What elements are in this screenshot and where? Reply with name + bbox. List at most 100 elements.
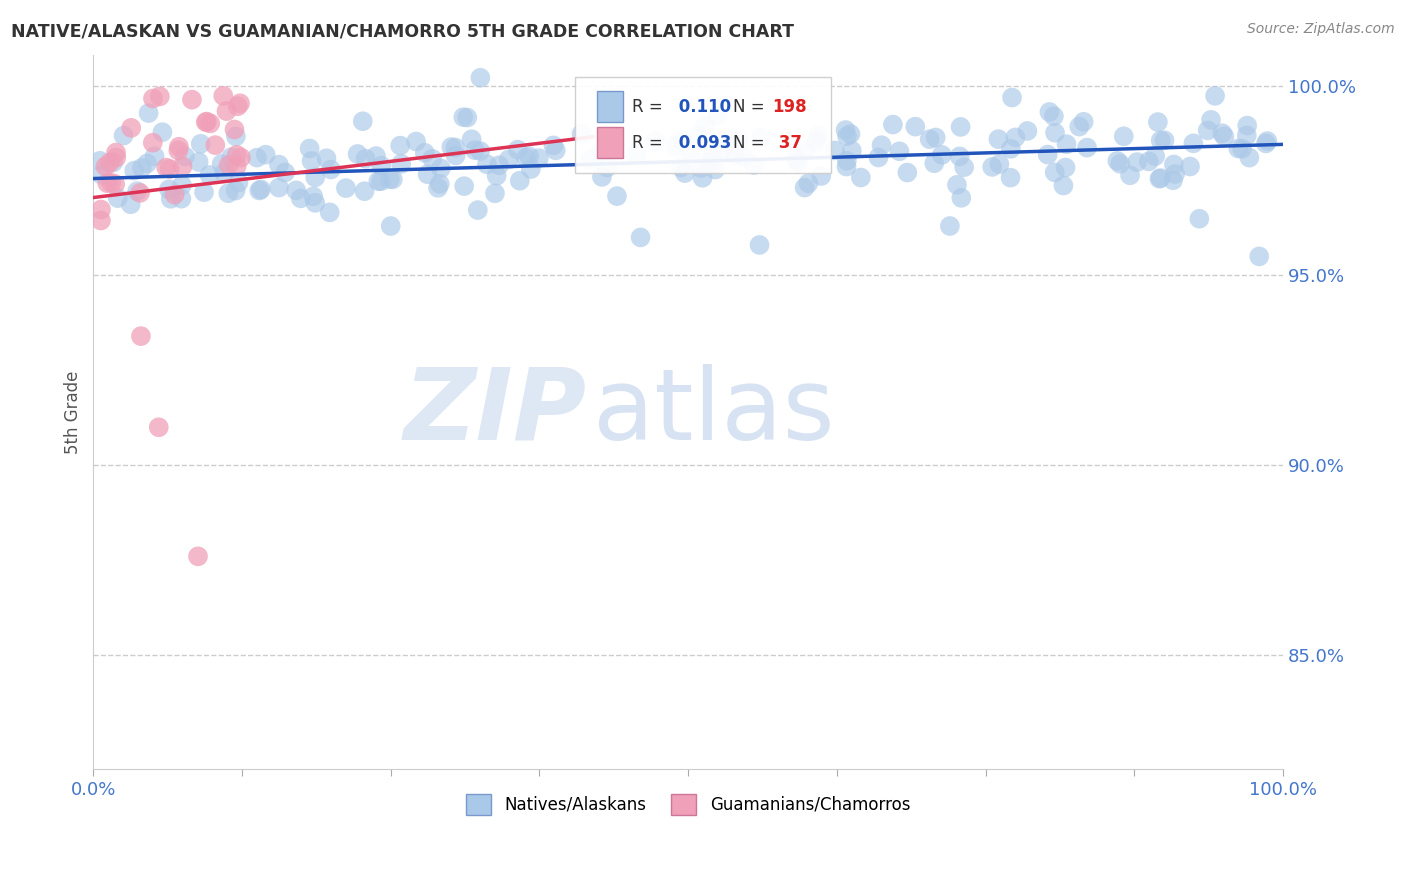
Point (228, 176, 250, 190)
Point (226, 99, 249, 113)
Point (335, 181, 357, 195)
Point (187, 154, 209, 169)
Point (870, 138, 893, 153)
Point (1119, 169, 1142, 183)
Point (194, 115, 217, 129)
Point (1149, 171, 1171, 186)
Point (673, 166, 696, 180)
Point (319, 205, 342, 219)
Point (713, 142, 735, 156)
Point (107, 191, 129, 205)
Point (939, 219, 962, 233)
Point (267, 158, 290, 172)
FancyBboxPatch shape (575, 77, 831, 173)
Point (1004, 130, 1026, 145)
Point (219, 150, 242, 164)
Point (693, 119, 716, 133)
Point (835, 129, 858, 144)
Point (440, 140, 463, 154)
Text: Source: ZipAtlas.com: Source: ZipAtlas.com (1247, 22, 1395, 37)
Point (267, 180, 290, 194)
Point (167, 139, 190, 153)
Point (225, 159, 247, 173)
Point (157, 182, 180, 196)
Point (142, 136, 165, 150)
Point (467, 203, 489, 218)
Point (285, 183, 308, 197)
Point (1163, 157, 1185, 171)
Point (101, 155, 124, 169)
Point (484, 186, 506, 201)
Point (1227, 141, 1250, 155)
Point (212, 88, 235, 103)
Point (453, 110, 475, 124)
Point (606, 189, 628, 203)
Point (127, 184, 149, 198)
Legend: Natives/Alaskans, Guamanians/Chamorros: Natives/Alaskans, Guamanians/Chamorros (460, 788, 917, 822)
Point (138, 106, 160, 120)
Point (152, 125, 174, 139)
Point (748, 238, 770, 252)
Point (1107, 153, 1129, 168)
Point (193, 185, 215, 199)
Point (1038, 105, 1060, 120)
Point (733, 150, 755, 164)
Point (470, 144, 492, 158)
Point (96, 176, 118, 190)
Point (200, 116, 222, 130)
Point (1254, 136, 1277, 151)
Point (225, 148, 247, 162)
Point (354, 152, 377, 166)
Point (515, 151, 537, 165)
Point (1069, 120, 1091, 134)
Point (728, 134, 751, 148)
Point (834, 123, 856, 137)
Point (290, 191, 312, 205)
Text: N =: N = (734, 98, 770, 116)
Point (90, 213, 112, 227)
Point (835, 160, 858, 174)
Point (946, 178, 969, 192)
Point (170, 192, 193, 206)
Point (688, 128, 710, 143)
Point (1043, 126, 1066, 140)
Point (1017, 124, 1039, 138)
Point (212, 166, 235, 180)
Point (453, 179, 475, 194)
Point (1000, 142, 1022, 156)
Point (1164, 167, 1187, 181)
Point (1001, 90, 1024, 104)
Point (187, 549, 209, 564)
Point (429, 177, 451, 191)
Point (475, 157, 498, 171)
Point (100, 176, 122, 190)
Text: 0.110: 0.110 (672, 98, 731, 116)
Point (353, 184, 375, 198)
Point (630, 230, 652, 244)
Point (105, 151, 128, 165)
Point (1000, 170, 1022, 185)
Point (1112, 129, 1135, 144)
Point (1109, 157, 1132, 171)
Point (274, 165, 297, 179)
Point (90, 168, 112, 182)
Point (787, 155, 810, 169)
Point (804, 135, 827, 149)
Point (215, 104, 238, 119)
Point (159, 192, 181, 206)
Text: R =: R = (633, 134, 668, 152)
Point (1213, 129, 1236, 144)
Point (571, 127, 593, 141)
Point (835, 153, 858, 168)
Point (198, 168, 221, 182)
Point (250, 182, 273, 196)
Point (849, 170, 872, 185)
Point (931, 148, 953, 162)
Point (464, 143, 486, 157)
Point (724, 148, 747, 162)
Point (1150, 133, 1173, 147)
Text: 198: 198 (773, 98, 807, 116)
Point (509, 174, 531, 188)
Point (1236, 128, 1258, 143)
Point (1137, 154, 1160, 169)
